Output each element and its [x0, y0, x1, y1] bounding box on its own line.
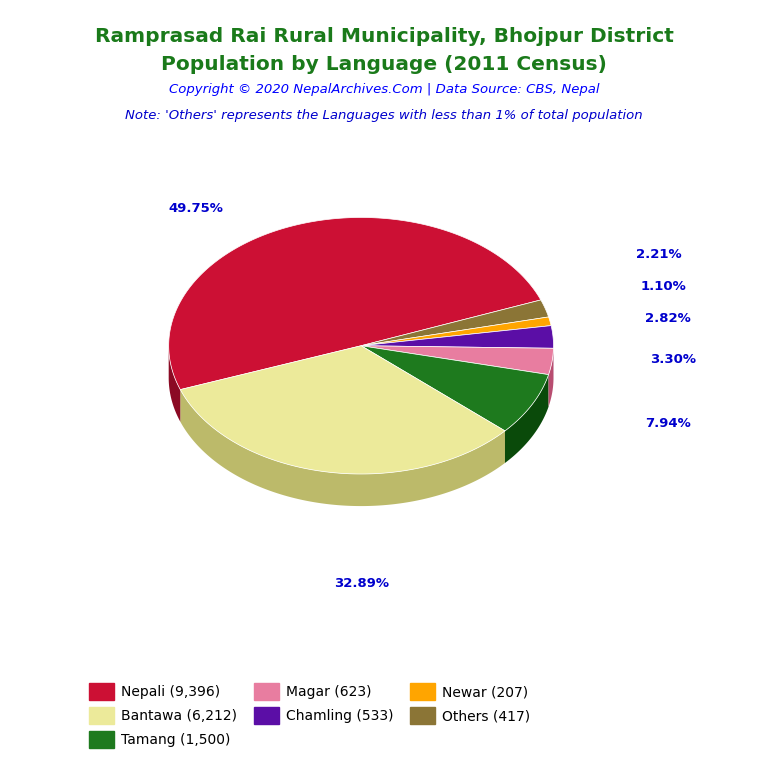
- Polygon shape: [361, 346, 554, 375]
- Polygon shape: [505, 375, 548, 463]
- Text: Copyright © 2020 NepalArchives.Com | Data Source: CBS, Nepal: Copyright © 2020 NepalArchives.Com | Dat…: [169, 83, 599, 96]
- Polygon shape: [361, 326, 554, 348]
- Text: 32.89%: 32.89%: [333, 578, 389, 591]
- Polygon shape: [180, 389, 505, 506]
- Text: Note: 'Others' represents the Languages with less than 1% of total population: Note: 'Others' represents the Languages …: [125, 109, 643, 122]
- Polygon shape: [361, 300, 548, 346]
- Text: 3.30%: 3.30%: [650, 353, 696, 366]
- Text: 49.75%: 49.75%: [169, 202, 223, 215]
- Text: Ramprasad Rai Rural Municipality, Bhojpur District: Ramprasad Rai Rural Municipality, Bhojpu…: [94, 27, 674, 46]
- Text: 2.82%: 2.82%: [645, 312, 691, 325]
- Polygon shape: [180, 346, 505, 474]
- Text: Population by Language (2011 Census): Population by Language (2011 Census): [161, 55, 607, 74]
- Polygon shape: [169, 346, 180, 422]
- Text: 7.94%: 7.94%: [645, 417, 691, 430]
- Text: 2.21%: 2.21%: [636, 247, 681, 260]
- Text: 1.10%: 1.10%: [641, 280, 687, 293]
- Polygon shape: [361, 317, 551, 346]
- Polygon shape: [548, 348, 554, 407]
- Polygon shape: [169, 217, 541, 389]
- Polygon shape: [361, 346, 548, 431]
- Legend: Nepali (9,396), Bantawa (6,212), Tamang (1,500), Magar (623), Chamling (533), Ne: Nepali (9,396), Bantawa (6,212), Tamang …: [84, 677, 535, 753]
